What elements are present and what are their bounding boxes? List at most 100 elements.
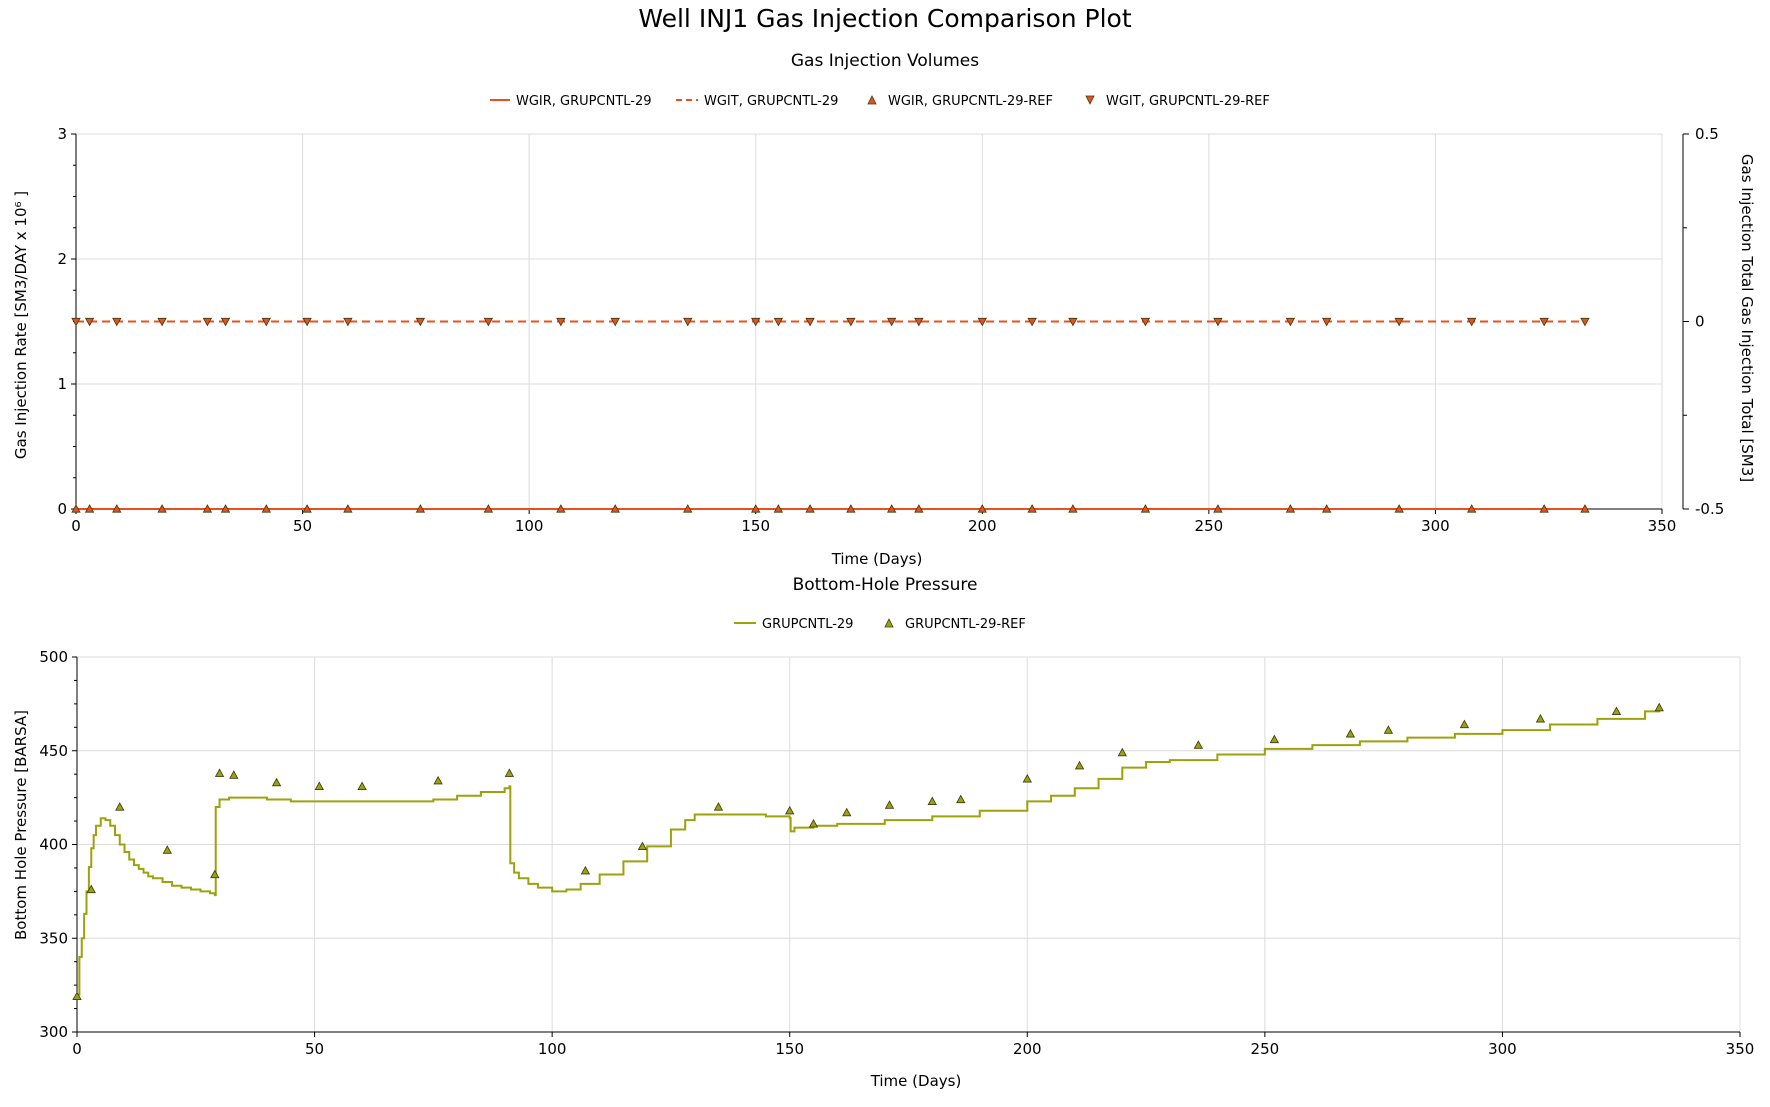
chart1-legend: WGIR, GRUPCNTL-29 WGIT, GRUPCNTL-29 WGIR…	[490, 94, 1270, 109]
data-point	[1383, 725, 1394, 734]
bottom-hole-pressure-chart: Bottom-Hole Pressure GRUPCNTL-29 GRUPCNT…	[12, 575, 1754, 1090]
data-point	[483, 317, 494, 327]
data-point	[1068, 317, 1078, 327]
x-tick-label: 50	[305, 1040, 324, 1058]
data-point	[808, 819, 819, 828]
data-point	[1213, 317, 1223, 327]
data-point	[162, 845, 172, 854]
x-tick-label: 200	[1013, 1040, 1042, 1058]
legend-wgir-ref-triangle-up-icon	[867, 95, 877, 105]
chart1-axes	[71, 133, 1689, 514]
legend-bhp-label: GRUPCNTL-29	[762, 617, 853, 632]
data-point	[1285, 504, 1296, 513]
legend-bhp-ref-label: GRUPCNTL-29-REF	[905, 617, 1026, 632]
data-point	[112, 504, 122, 513]
x-tick-label: 150	[775, 1040, 804, 1058]
chart1-title: Gas Injection Volumes	[791, 51, 979, 71]
x-tick-label: 350	[1648, 517, 1677, 535]
data-point	[1580, 317, 1590, 327]
legend-wgit-ref-label: WGIT, GRUPCNTL-29-REF	[1106, 94, 1270, 109]
data-point	[637, 841, 648, 850]
y-tick-label: 2	[57, 250, 67, 268]
data-point	[1459, 719, 1470, 729]
data-point	[343, 317, 353, 327]
chart2-series	[72, 702, 1664, 1000]
data-point	[842, 807, 852, 817]
data-point	[483, 504, 494, 513]
data-point	[1467, 317, 1477, 327]
data-point	[610, 317, 620, 327]
x-tick-label: 100	[538, 1040, 567, 1058]
chart2-x-axis-label: Time (Days)	[870, 1072, 962, 1090]
y-tick-label: 350	[39, 929, 68, 947]
data-point	[914, 504, 924, 513]
data-point	[261, 317, 271, 327]
chart2-y-axis-label: Bottom Hole Pressure [BARSA]	[12, 710, 30, 940]
data-point	[1654, 702, 1664, 712]
data-point	[84, 504, 95, 513]
data-point	[1117, 747, 1127, 757]
data-point	[1022, 774, 1032, 783]
x-tick-label: 0	[72, 1040, 82, 1058]
data-point	[1394, 504, 1404, 513]
chart1-series	[71, 317, 1590, 513]
data-point	[157, 504, 167, 513]
data-point	[202, 504, 213, 513]
data-point	[210, 869, 220, 879]
data-point	[751, 317, 761, 327]
data-point	[112, 317, 122, 327]
x-tick-label: 250	[1195, 517, 1224, 535]
y-tick-label: 0	[57, 500, 67, 518]
data-point	[977, 317, 987, 327]
gas-injection-volumes-chart: Gas Injection Volumes WGIR, GRUPCNTL-29 …	[12, 51, 1756, 568]
data-point	[302, 504, 312, 513]
data-point	[580, 865, 591, 875]
data-point	[433, 775, 443, 785]
data-point	[84, 317, 95, 327]
data-point	[72, 991, 82, 1000]
x-tick-label: 50	[293, 517, 312, 535]
data-point	[229, 770, 239, 779]
data-point	[785, 805, 795, 815]
data-point	[415, 504, 426, 513]
data-point	[846, 504, 856, 513]
data-point	[886, 317, 897, 327]
legend-wgit-ref-triangle-down-icon	[1085, 95, 1095, 105]
data-point	[927, 796, 937, 805]
chart1-x-axis-label: Time (Days)	[831, 550, 923, 568]
data-point	[1535, 714, 1546, 723]
data-point	[1321, 504, 1332, 513]
data-point	[1068, 504, 1078, 513]
data-point	[1467, 504, 1477, 513]
data-point	[415, 317, 426, 327]
x-tick-label: 150	[741, 517, 770, 535]
figure-title: Well INJ1 Gas Injection Comparison Plot	[638, 4, 1132, 33]
chart2-gridlines	[77, 656, 1741, 1032]
data-point	[1269, 734, 1280, 744]
x-tick-label: 100	[515, 517, 544, 535]
data-point	[261, 504, 271, 513]
y-tick-label: 450	[39, 742, 68, 760]
chart1-y2-axis-label: Gas Injection Total Gas Injection Total …	[1738, 154, 1756, 482]
data-point	[1539, 317, 1549, 327]
series-step-line	[77, 707, 1661, 996]
data-point	[86, 884, 96, 894]
data-point	[683, 317, 693, 327]
data-point	[773, 504, 784, 513]
data-point	[220, 317, 231, 327]
data-point	[773, 317, 784, 327]
data-point	[846, 317, 856, 327]
data-point	[1345, 729, 1356, 738]
data-point	[1140, 504, 1151, 513]
data-point	[886, 504, 897, 513]
data-point	[157, 317, 167, 327]
x-tick-label: 0	[71, 517, 81, 535]
data-point	[214, 768, 225, 777]
data-point	[1394, 317, 1404, 327]
data-point	[610, 504, 620, 513]
y-tick-label: 1	[57, 375, 67, 393]
data-point	[271, 777, 282, 787]
y2-tick-label: 0.5	[1695, 125, 1719, 143]
data-point	[220, 504, 231, 513]
data-point	[977, 504, 987, 513]
